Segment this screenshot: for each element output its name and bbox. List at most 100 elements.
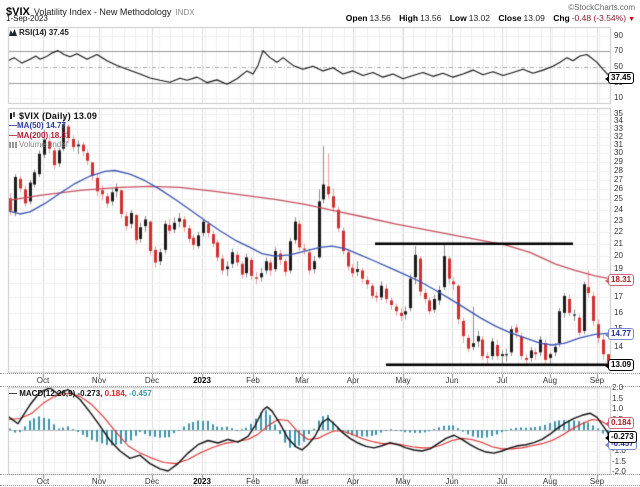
axis-tick-label: 16 [614, 308, 623, 317]
ma50-line-icon: — [9, 121, 17, 130]
axis-tick-label: 90 [614, 31, 623, 40]
axis-tick-label: 29 [614, 157, 623, 166]
ma50-callout: 14.77 [604, 328, 635, 340]
ma200-callout: 18.31 [604, 274, 635, 286]
macd-line-callout: -0.273 [605, 431, 637, 443]
month-label: Dec [144, 477, 160, 486]
low-label: Low [449, 13, 467, 23]
macd-signal-callout: 0.184 [604, 417, 635, 429]
axis-tick-label: 21 [614, 239, 623, 248]
macd-legend: — MACD(12,26,9) -0.273, 0.184, -0.457 [9, 389, 152, 398]
month-label: Sep [589, 477, 605, 486]
axis-tick-label: 23 [614, 216, 623, 225]
separator-line [0, 474, 640, 475]
month-label: Nov [91, 376, 107, 385]
month-label: Sep [589, 376, 605, 385]
price-legend-block: $VIX (Daily) 13.09 —MA(50) 14.77 —MA(200… [9, 111, 97, 150]
month-label: Feb [246, 477, 260, 486]
volume-bars-icon [9, 142, 17, 148]
ma200-legend: —MA(200) 18.31 [9, 130, 71, 140]
month-label: Oct [36, 376, 50, 385]
axis-tick-label: 34 [614, 116, 623, 125]
open-label: Open [345, 13, 368, 23]
axis-tick-label: -1.5 [612, 457, 626, 466]
macd-value: -0.273, [77, 389, 103, 398]
month-label: Apr [346, 477, 360, 486]
header-line1: $VIX Volatility Index - New Methodology IN… [6, 2, 195, 20]
separator-line [0, 485, 640, 486]
axis-tick-label: 30 [614, 148, 623, 157]
volume-legend: Volume undef [9, 140, 97, 150]
axis-tick-label: 32 [614, 132, 623, 141]
month-label: Oct [36, 477, 50, 486]
axis-tick-label: 1.0 [612, 404, 624, 413]
month-label: 2023 [193, 376, 211, 385]
month-label: Aug [542, 376, 558, 385]
low-value: 13.02 [468, 13, 490, 23]
down-triangle-icon: ▼ [628, 16, 635, 23]
date-label: 1-Sep-2023 [6, 14, 48, 23]
copyright: ©StockCharts.com [568, 3, 635, 12]
axis-tick-label: 24 [614, 205, 623, 214]
axis-tick-label: -1.0 [612, 446, 626, 455]
symbol-label: $VIX [6, 6, 30, 18]
axis-tick-label: 50 [614, 62, 623, 71]
signal-value: 0.184, [104, 389, 127, 398]
quote-bar: Open 13.56 High 13.56 Low 13.02 Close 13.09 … [340, 13, 635, 23]
rsi-legend: RSI(14) 37.45 [9, 28, 69, 37]
month-label: Mar [295, 477, 309, 486]
macd-name: MACD(12,26,9) [19, 389, 76, 398]
candlestick-icon [9, 112, 17, 120]
last-price-callout: 13.09 [604, 359, 635, 371]
month-label: May [395, 376, 411, 385]
rsi-chart-icon [9, 29, 17, 36]
axis-tick-label: 2.0 [612, 383, 624, 392]
axis-tick-label: 20 [614, 251, 623, 260]
month-label: Feb [246, 376, 260, 385]
month-label: Jul [496, 376, 508, 385]
high-value: 13.56 [420, 13, 442, 23]
axis-tick-label: 28 [614, 166, 623, 175]
axis-tick-label: 70 [614, 46, 623, 55]
month-label: May [395, 477, 411, 486]
axis-tick-label: 27 [614, 175, 623, 184]
close-label: Close [498, 13, 522, 23]
axis-tick-label: 35 [614, 109, 623, 118]
macd-line-icon: — [9, 389, 17, 398]
month-label: Mar [295, 376, 309, 385]
month-label: 2023 [193, 477, 211, 486]
rsi-last-callout: 37.45 [604, 72, 635, 84]
month-label: Nov [91, 477, 107, 486]
axis-tick-label: 25 [614, 194, 623, 203]
axis-tick-label: 14 [614, 342, 623, 351]
exchange-label: INDX [175, 8, 195, 17]
axis-tick-label: 17 [614, 292, 623, 301]
symbol-legend: $VIX (Daily) 13.09 [9, 111, 97, 121]
high-label: High [399, 13, 419, 23]
month-label: Jul [496, 477, 508, 486]
hist-value: -0.457 [129, 389, 152, 398]
open-value: 13.56 [369, 13, 391, 23]
axis-tick-label: 19 [614, 264, 623, 273]
ma200-line-icon: — [9, 130, 17, 140]
chg-label: Chg [553, 13, 570, 23]
month-label: Jun [445, 477, 459, 486]
axis-tick-label: 31 [614, 140, 623, 149]
axis-tick-label: 10 [614, 93, 623, 102]
chg-value: -0.48 (-3.54%) [571, 13, 627, 23]
month-label: Dec [144, 376, 160, 385]
month-label: Jun [445, 376, 459, 385]
month-label: Apr [346, 376, 360, 385]
separator-line [0, 373, 640, 374]
month-label: Aug [542, 477, 558, 486]
axis-tick-label: 26 [614, 184, 623, 193]
chart-title: Volatility Index - New Methodology [33, 7, 172, 17]
axis-tick-label: -2.0 [612, 467, 626, 476]
axis-tick-label: 1.5 [612, 394, 624, 403]
close-value: 13.09 [523, 13, 545, 23]
axis-tick-label: 33 [614, 124, 623, 133]
separator-line [0, 386, 640, 387]
ma50-legend: —MA(50) 14.77 [9, 121, 66, 130]
